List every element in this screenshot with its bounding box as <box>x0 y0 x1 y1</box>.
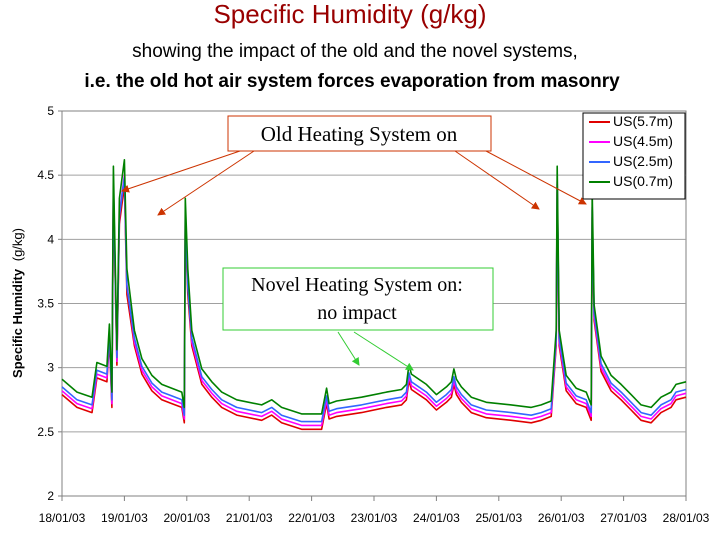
legend-label: US(2.5m) <box>613 153 673 169</box>
callout-novel-box <box>222 267 494 331</box>
series-line-us2.5m <box>61 176 687 423</box>
chart-title: Specific Humidity (g/kg) <box>213 0 486 29</box>
legend: US(5.7m) US(4.5m) US(2.5m) US(0.7m) <box>582 112 686 200</box>
chart-subtitle-line2: i.e. the old hot air system forces evapo… <box>84 71 620 92</box>
arrow-novel-1 <box>337 331 360 366</box>
x-tick-label: 18/01/03 <box>39 511 86 525</box>
x-tick-label: 20/01/03 <box>163 511 210 525</box>
x-axis: 18/01/03 19/01/03 20/01/03 21/01/03 22/01/03… <box>39 496 710 525</box>
chart-subtitle-line1: showing the impact of the old and the no… <box>132 41 578 62</box>
x-tick-label: 23/01/03 <box>351 511 398 525</box>
callout-novel-text-line1: Novel Heating System on: <box>251 274 463 296</box>
y-tick-label: 3.5 <box>37 297 54 311</box>
x-tick-label: 19/01/03 <box>101 511 148 525</box>
y-axis: 2 2.5 3 3.5 4 4.5 5 <box>37 104 62 503</box>
arrow-old-3 <box>454 150 540 210</box>
x-tick-label: 28/01/03 <box>663 511 710 525</box>
arrow-old-2 <box>157 150 255 216</box>
y-axis-label: Specific Humidity (g/kg) <box>10 228 25 378</box>
legend-box <box>582 112 686 200</box>
arrow-novel-2 <box>353 331 414 371</box>
legend-label: US(0.7m) <box>613 173 673 189</box>
x-tick-label: 27/01/03 <box>600 511 647 525</box>
x-tick-label: 25/01/03 <box>475 511 522 525</box>
y-tick-label: 2.5 <box>37 425 54 439</box>
y-tick-label: 4 <box>47 232 54 246</box>
series-lines <box>61 159 687 431</box>
arrow-old-4 <box>485 150 587 205</box>
x-tick-label: 21/01/03 <box>226 511 273 525</box>
callout-old-box <box>227 115 492 152</box>
series-line-us4.5m <box>61 174 687 427</box>
gridlines <box>62 174 686 433</box>
x-tick-label: 26/01/03 <box>538 511 585 525</box>
series-line-us0.7m <box>61 159 687 415</box>
x-tick-label: 24/01/03 <box>413 511 460 525</box>
arrow-old-1 <box>121 150 241 193</box>
legend-label: US(4.5m) <box>613 133 673 149</box>
y-axis-label-unit: (g/kg) <box>10 228 25 261</box>
x-tick-label: 22/01/03 <box>288 511 335 525</box>
callout-novel-heating: Novel Heating System on: no impact <box>222 267 494 371</box>
legend-label: US(5.7m) <box>613 113 673 129</box>
callout-old-text: Old Heating System on <box>261 122 458 146</box>
series-line-us5.7m <box>61 184 687 431</box>
callout-old-heating: Old Heating System on <box>121 115 587 216</box>
y-tick-label: 2 <box>47 489 54 503</box>
y-tick-label: 4.5 <box>37 168 54 182</box>
callout-novel-text-line2: no impact <box>317 302 397 324</box>
y-tick-label: 3 <box>47 361 54 375</box>
y-axis-label-main: Specific Humidity <box>10 268 25 378</box>
y-tick-label: 5 <box>47 104 54 118</box>
